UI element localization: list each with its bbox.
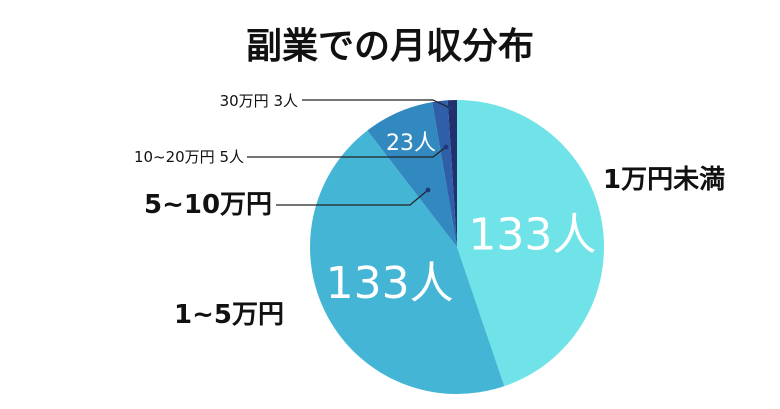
slice-value-labels: 133人 133人 23人 — [326, 131, 597, 309]
slice-value-label-0: 133人 — [468, 210, 596, 261]
leader-dot-5-10man — [425, 187, 431, 193]
slice-value-label-2: 23人 — [386, 131, 436, 156]
pie-slice-0 — [457, 100, 605, 387]
leader-dot-10-20man — [443, 144, 449, 150]
chart-title: 副業での月収分布 — [246, 26, 534, 67]
leader-line-5-10man — [276, 189, 429, 206]
pie-slice-2 — [367, 102, 457, 247]
pie-slice-4 — [447, 100, 457, 247]
pie-slice-1 — [310, 130, 505, 394]
leader-line-10-20man — [247, 146, 447, 158]
pie-slice-3 — [432, 100, 457, 247]
label-30man: 30万円 3人 — [220, 92, 298, 110]
label-1-5man: 1~5万円 — [174, 300, 284, 330]
pie-slices — [310, 100, 605, 394]
slice-value-label-1: 133人 — [326, 258, 454, 309]
label-5-10man: 5~10万円 — [144, 190, 272, 220]
label-10-20man: 10~20万円 5人 — [134, 148, 244, 166]
leader-dot-30man — [447, 105, 453, 111]
leader-line-30man — [302, 99, 451, 109]
label-under-1man: 1万円未満 — [603, 165, 725, 195]
